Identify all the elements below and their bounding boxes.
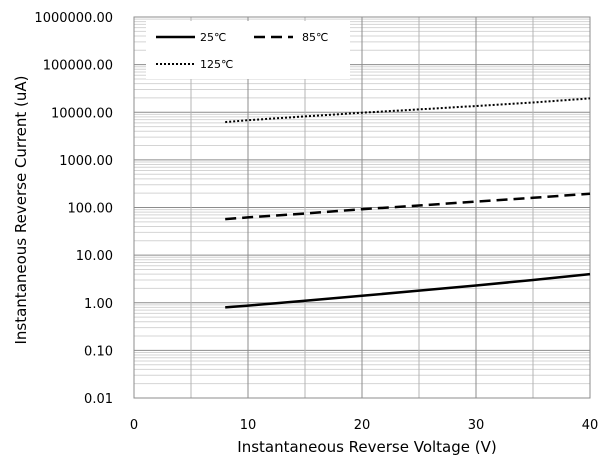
legend-label: 125℃ <box>200 58 233 71</box>
legend-label: 85℃ <box>302 31 328 44</box>
series-line-1 <box>225 272 591 309</box>
x-tick-label: 10 <box>240 418 257 433</box>
y-tick-label: 1000.00 <box>59 154 113 169</box>
x-tick-label: 20 <box>354 418 371 433</box>
y-tick-label: 100.00 <box>68 202 114 217</box>
y-tick-label: 1.00 <box>84 297 113 312</box>
legend: 25℃ 85℃ 125℃ <box>146 21 350 79</box>
legend-label: 25℃ <box>200 31 226 44</box>
x-tick-label: 40 <box>582 418 599 433</box>
y-tick-label: 0.10 <box>84 344 113 359</box>
x-axis-title: Instantaneous Reverse Voltage (V) <box>237 438 496 456</box>
y-axis-ticks: 0.01 0.10 1.00 10.00 100.00 1000.00 10000.00 10… <box>34 11 113 407</box>
legend-box <box>146 21 350 79</box>
plot-area <box>133 16 591 399</box>
x-tick-label: 30 <box>468 418 485 433</box>
series-line-3 <box>225 97 591 124</box>
y-axis-title: Instantaneous Reverse Current (uA) <box>12 75 30 344</box>
y-tick-label: 10000.00 <box>51 106 113 121</box>
x-axis-ticks: 0 10 20 30 40 <box>130 418 598 433</box>
x-tick-label: 0 <box>130 418 138 433</box>
y-tick-label: 0.01 <box>84 392 113 407</box>
series-line-2 <box>225 192 591 221</box>
y-tick-label: 1000000.00 <box>34 11 113 26</box>
y-tick-label: 10.00 <box>76 249 113 264</box>
series-layer <box>225 97 591 309</box>
y-tick-label: 100000.00 <box>43 59 113 74</box>
